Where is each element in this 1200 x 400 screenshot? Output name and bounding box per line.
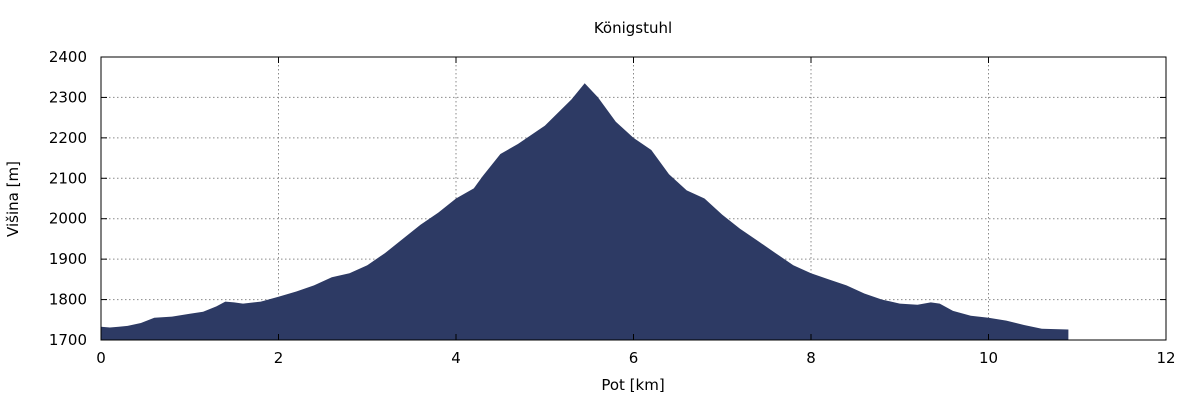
x-tick-label: 0 [96, 349, 106, 367]
ticks [100, 56, 1167, 341]
plot-frame [100, 56, 1167, 341]
chart-title: Königstuhl [594, 19, 672, 37]
x-tick-label: 4 [451, 349, 461, 367]
x-tick-label: 10 [979, 349, 998, 367]
x-tick-labels: 0 2 4 6 8 10 12 [96, 349, 1175, 367]
y-tick-label: 1700 [49, 331, 87, 349]
y-tick-label: 2200 [49, 129, 87, 147]
y-tick-label: 2300 [49, 88, 87, 106]
y-tick-label: 2400 [49, 48, 87, 66]
y-tick-label: 1800 [49, 291, 87, 309]
y-tick-label: 2000 [49, 210, 87, 228]
y-axis-label: Višina [m] [4, 161, 22, 237]
x-tick-label: 6 [629, 349, 639, 367]
y-tick-label: 1900 [49, 250, 87, 268]
x-tick-label: 8 [806, 349, 816, 367]
y-tick-labels: 1700 1800 1900 2000 2100 2200 2300 2400 [49, 48, 87, 349]
x-tick-label: 12 [1156, 349, 1175, 367]
elevation-area [101, 83, 1069, 341]
y-tick-label: 2100 [49, 169, 87, 187]
x-axis-label: Pot [km] [601, 376, 664, 394]
x-tick-label: 2 [274, 349, 284, 367]
